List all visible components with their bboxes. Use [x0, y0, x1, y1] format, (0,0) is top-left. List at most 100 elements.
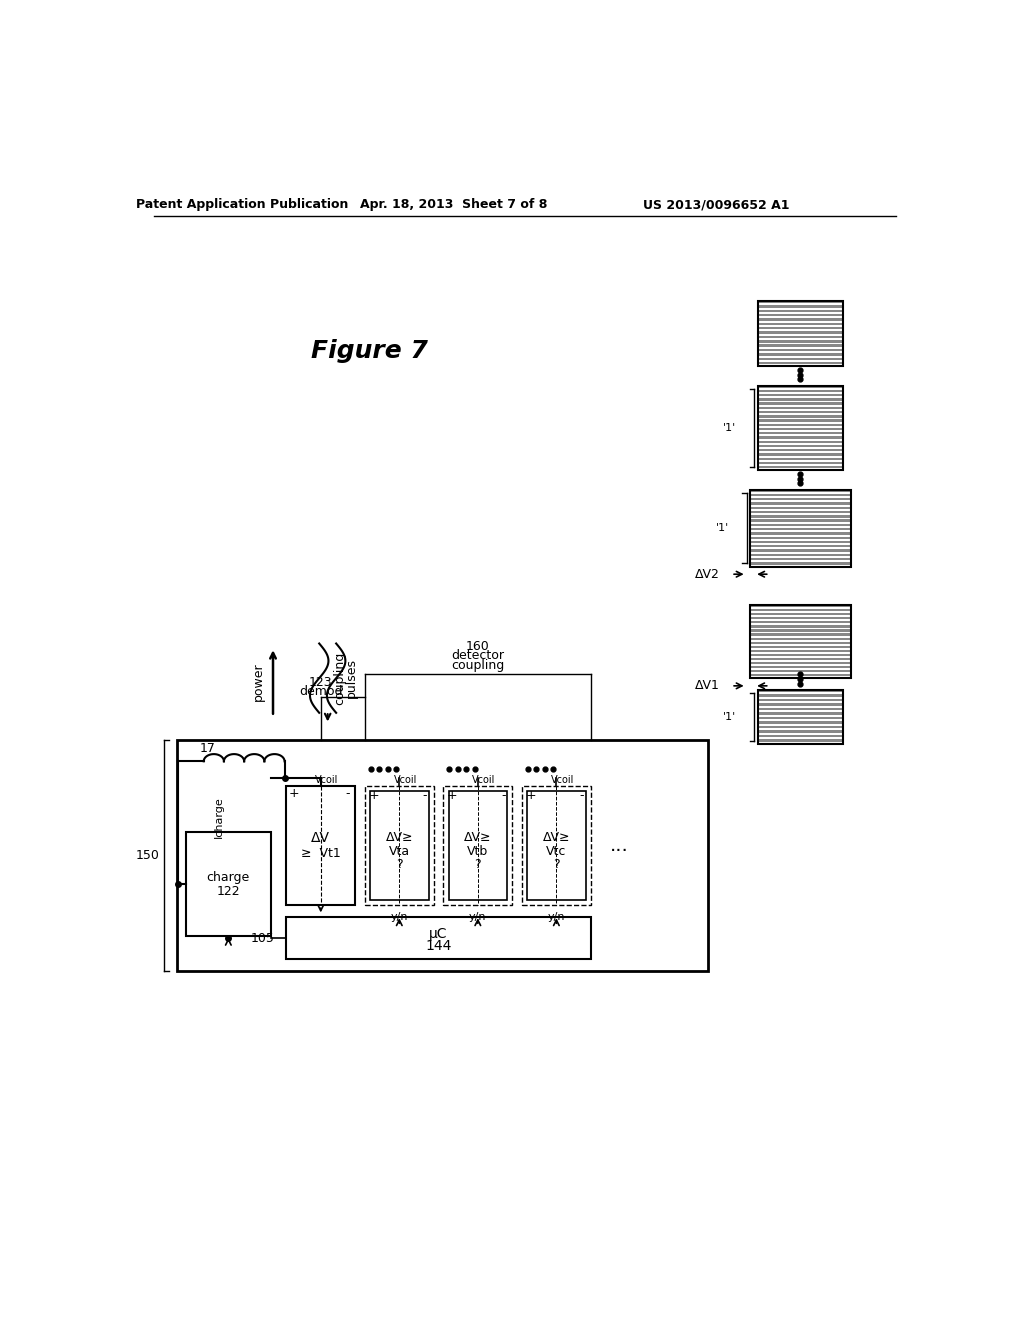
Bar — [751, 549, 851, 552]
Text: power: power — [252, 663, 265, 701]
Bar — [758, 322, 843, 325]
Bar — [758, 305, 843, 308]
Text: Vcoil: Vcoil — [472, 775, 496, 785]
Bar — [758, 739, 843, 742]
Text: demod: demod — [299, 685, 342, 698]
Bar — [758, 358, 843, 360]
Bar — [758, 407, 843, 409]
Bar — [751, 545, 851, 548]
Bar — [751, 649, 851, 652]
Text: 122: 122 — [216, 886, 241, 899]
Bar — [177, 739, 708, 970]
Text: 150: 150 — [136, 849, 160, 862]
Bar — [751, 667, 851, 668]
Bar — [758, 717, 843, 719]
Text: Vtc: Vtc — [546, 845, 566, 858]
Bar — [751, 653, 851, 656]
Bar — [758, 389, 843, 392]
Text: ΔV≥: ΔV≥ — [543, 832, 570, 845]
Text: Vcoil: Vcoil — [394, 775, 417, 785]
Bar — [758, 449, 843, 451]
Bar — [365, 785, 434, 906]
Text: -: - — [345, 787, 350, 800]
Bar — [751, 671, 851, 672]
Bar — [758, 713, 843, 714]
Text: ΔV: ΔV — [311, 830, 331, 845]
Text: 144: 144 — [425, 939, 452, 953]
Text: Vtb: Vtb — [467, 845, 488, 858]
Bar — [758, 318, 843, 321]
Text: y/n: y/n — [548, 912, 565, 921]
Bar — [751, 498, 851, 500]
Bar — [758, 441, 843, 444]
Text: y/n: y/n — [390, 912, 408, 921]
Bar — [758, 362, 843, 364]
Bar — [758, 424, 843, 426]
Bar — [527, 792, 586, 900]
Bar — [758, 341, 843, 342]
Bar — [751, 494, 851, 496]
Text: +: + — [289, 787, 299, 800]
Bar — [751, 503, 851, 504]
Text: 105: 105 — [251, 932, 274, 945]
Bar — [370, 792, 429, 900]
Bar — [751, 558, 851, 560]
Bar — [751, 612, 851, 615]
Text: ΔV2: ΔV2 — [694, 568, 720, 581]
Text: Vcoil: Vcoil — [551, 775, 574, 785]
Bar — [758, 399, 843, 400]
Bar — [758, 428, 843, 430]
Text: ...: ... — [610, 836, 629, 855]
Bar — [751, 618, 851, 619]
Bar — [758, 385, 843, 470]
Bar — [758, 348, 843, 351]
Bar — [758, 708, 843, 710]
Bar — [758, 416, 843, 417]
Bar — [758, 453, 843, 455]
Bar — [751, 541, 851, 544]
Bar — [758, 458, 843, 459]
Bar — [758, 331, 843, 334]
Bar — [751, 490, 851, 492]
Bar — [286, 917, 591, 960]
Bar — [758, 704, 843, 706]
Bar — [758, 730, 843, 733]
Text: '1': '1' — [716, 523, 729, 533]
Text: detector: detector — [452, 649, 505, 663]
Bar — [521, 785, 591, 906]
Text: Apr. 18, 2013  Sheet 7 of 8: Apr. 18, 2013 Sheet 7 of 8 — [360, 198, 548, 211]
Bar — [443, 785, 512, 906]
Text: +: + — [447, 788, 458, 801]
Bar — [751, 507, 851, 510]
Text: '1': '1' — [723, 711, 736, 722]
Bar — [758, 462, 843, 465]
Text: 17: 17 — [200, 742, 215, 755]
Bar — [758, 694, 843, 697]
Text: ?: ? — [553, 858, 560, 871]
Bar — [751, 511, 851, 513]
Bar — [758, 301, 843, 367]
Bar — [758, 393, 843, 396]
Text: Figure 7: Figure 7 — [311, 339, 428, 363]
Bar — [751, 638, 851, 640]
Bar — [751, 605, 851, 607]
Bar — [758, 385, 843, 388]
Bar — [751, 661, 851, 664]
Bar — [758, 420, 843, 422]
Text: Patent Application Publication: Patent Application Publication — [136, 198, 348, 211]
Bar — [751, 528, 851, 531]
Bar — [751, 562, 851, 565]
Text: y/n: y/n — [469, 912, 486, 921]
Bar — [751, 490, 851, 566]
Text: +: + — [525, 788, 537, 801]
Text: +: + — [369, 788, 379, 801]
Bar — [751, 520, 851, 521]
Text: ΔV≥: ΔV≥ — [386, 832, 413, 845]
Text: '1': '1' — [723, 422, 736, 433]
Bar — [758, 721, 843, 723]
Text: coupling: coupling — [452, 659, 505, 672]
Bar — [751, 524, 851, 527]
Bar — [758, 327, 843, 330]
Bar — [758, 735, 843, 737]
Bar — [758, 698, 843, 701]
